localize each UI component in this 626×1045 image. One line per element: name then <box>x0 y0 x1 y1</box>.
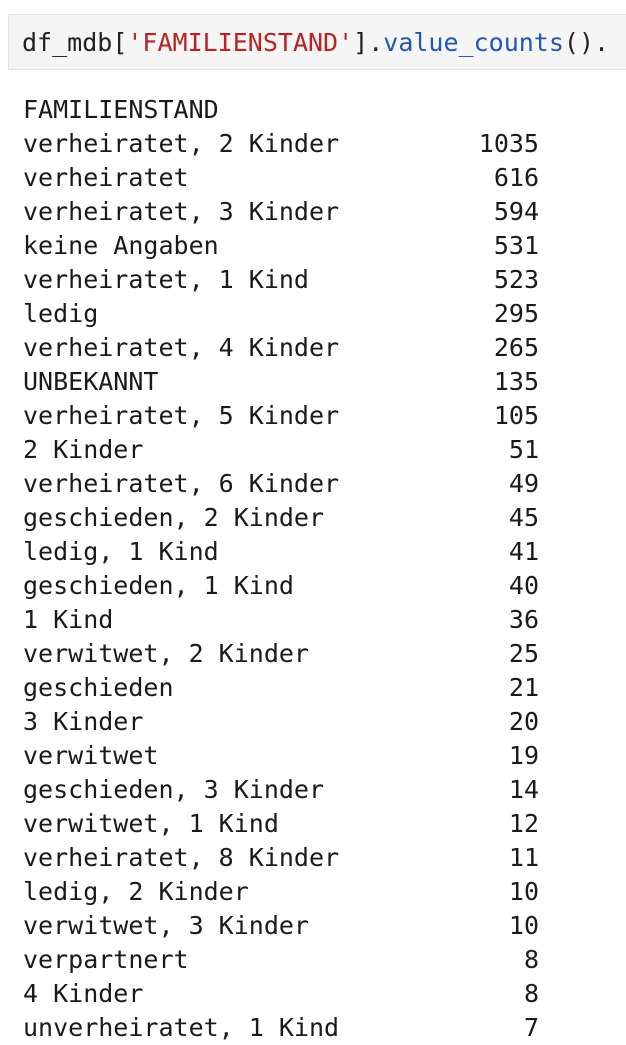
row-label: unverheiratet, 1 Kind <box>23 1013 340 1042</box>
row-label: verheiratet, 1 Kind <box>23 265 309 294</box>
row-label: verwitwet, 3 Kinder <box>23 911 309 940</box>
value-count-row: verheiratet, 3 Kinder 594 <box>23 195 623 229</box>
value-count-row: UNBEKANNT 135 <box>23 365 623 399</box>
row-label: verpartnert <box>23 945 189 974</box>
row-count: 36 <box>508 605 539 634</box>
row-label: verheiratet, 2 Kinder <box>23 129 340 158</box>
row-count: 45 <box>508 503 539 532</box>
row-count: 21 <box>508 673 539 702</box>
value-count-row: 4 Kinder 8 <box>23 977 623 1011</box>
value-count-row: geschieden, 3 Kinder 14 <box>23 773 623 807</box>
value-count-row: ledig, 2 Kinder 10 <box>23 875 623 909</box>
row-label: verwitwet, 2 Kinder <box>23 639 309 668</box>
value-count-row: ledig, 1 Kind 41 <box>23 535 623 569</box>
row-label: geschieden, 2 Kinder <box>23 503 325 532</box>
row-count: 265 <box>493 333 539 362</box>
value-count-row: geschieden, 1 Kind 40 <box>23 569 623 603</box>
row-label: verwitwet, 1 Kind <box>23 809 279 838</box>
row-count: 12 <box>508 809 539 838</box>
row-count: 1035 <box>478 129 539 158</box>
value-count-row: keine Angaben 531 <box>23 229 623 263</box>
value-count-row: verheiratet, 5 Kinder 105 <box>23 399 623 433</box>
row-label: 1 Kind <box>23 605 114 634</box>
value-count-row: ledig 295 <box>23 297 623 331</box>
row-count: 40 <box>508 571 539 600</box>
row-label: UNBEKANNT <box>23 367 159 396</box>
row-label: 4 Kinder <box>23 979 144 1008</box>
row-label: keine Angaben <box>23 231 219 260</box>
row-label: verheiratet, 4 Kinder <box>23 333 340 362</box>
value-count-row: verpartnert 8 <box>23 943 623 977</box>
row-count: 14 <box>508 775 539 804</box>
row-count: 41 <box>508 537 539 566</box>
value-count-row: verwitwet, 1 Kind 12 <box>23 807 623 841</box>
row-count: 10 <box>508 911 539 940</box>
row-label: 3 Kinder <box>23 707 144 736</box>
value-count-row: verwitwet, 3 Kinder 10 <box>23 909 623 943</box>
row-label: geschieden <box>23 673 174 702</box>
row-count: 616 <box>493 163 539 192</box>
code-bracket-open: [ <box>112 28 128 57</box>
row-count: 10 <box>508 877 539 906</box>
value-count-row: 2 Kinder 51 <box>23 433 623 467</box>
value-count-row: verheiratet, 8 Kinder 11 <box>23 841 623 875</box>
row-count: 105 <box>493 401 539 430</box>
value-count-row: verheiratet 616 <box>23 161 623 195</box>
row-count: 19 <box>508 741 539 770</box>
value-count-row: 1 Kind 36 <box>23 603 623 637</box>
code-tail: (). <box>563 28 610 57</box>
value-counts-list: verheiratet, 2 Kinder 1035 verheiratet 616 v… <box>23 127 623 1045</box>
value-count-row: geschieden 21 <box>23 671 623 705</box>
value-count-row: verheiratet, 6 Kinder 49 <box>23 467 623 501</box>
row-label: ledig, 1 Kind <box>23 537 219 566</box>
row-count: 11 <box>508 843 539 872</box>
row-count: 51 <box>508 435 539 464</box>
output-series-name: FAMILIENSTAND <box>23 95 219 124</box>
row-count: 531 <box>493 231 539 260</box>
row-count: 135 <box>493 367 539 396</box>
cell-output: FAMILIENSTAND verheiratet, 2 Kinder 1035 v… <box>23 93 623 1045</box>
row-label: ledig, 2 Kinder <box>23 877 249 906</box>
code-string-literal: 'FAMILIENSTAND' <box>127 28 354 57</box>
row-label: verheiratet, 5 Kinder <box>23 401 340 430</box>
row-count: 25 <box>508 639 539 668</box>
row-label: 2 Kinder <box>23 435 144 464</box>
row-count: 7 <box>523 1013 539 1042</box>
row-label: geschieden, 3 Kinder <box>23 775 325 804</box>
row-label: verheiratet, 6 Kinder <box>23 469 340 498</box>
row-label: verheiratet, 3 Kinder <box>23 197 340 226</box>
value-count-row: verheiratet, 2 Kinder 1035 <box>23 127 623 161</box>
row-count: 8 <box>523 979 539 1008</box>
row-count: 295 <box>493 299 539 328</box>
value-count-row: unverheiratet, 1 Kind 7 <box>23 1011 623 1045</box>
row-label: verheiratet, 8 Kinder <box>23 843 340 872</box>
code-cell-input[interactable]: df_mdb['FAMILIENSTAND'].value_counts(). <box>8 14 626 70</box>
value-count-row: verwitwet 19 <box>23 739 623 773</box>
row-label: verwitwet <box>23 741 159 770</box>
code-method: value_counts <box>383 28 564 57</box>
value-count-row: verwitwet, 2 Kinder 25 <box>23 637 623 671</box>
value-count-row: verheiratet, 4 Kinder 265 <box>23 331 623 365</box>
row-count: 523 <box>493 265 539 294</box>
row-count: 49 <box>508 469 539 498</box>
value-count-row: 3 Kinder 20 <box>23 705 623 739</box>
row-label: verheiratet <box>23 163 189 192</box>
code-bracket-close: ] <box>353 28 369 57</box>
row-label: ledig <box>23 299 99 328</box>
row-count: 8 <box>523 945 539 974</box>
row-count: 594 <box>493 197 539 226</box>
code-variable: df_mdb <box>22 28 113 57</box>
value-count-row: geschieden, 2 Kinder 45 <box>23 501 623 535</box>
row-count: 20 <box>508 707 539 736</box>
code-dot: . <box>368 28 384 57</box>
value-count-row: verheiratet, 1 Kind 523 <box>23 263 623 297</box>
row-label: geschieden, 1 Kind <box>23 571 294 600</box>
